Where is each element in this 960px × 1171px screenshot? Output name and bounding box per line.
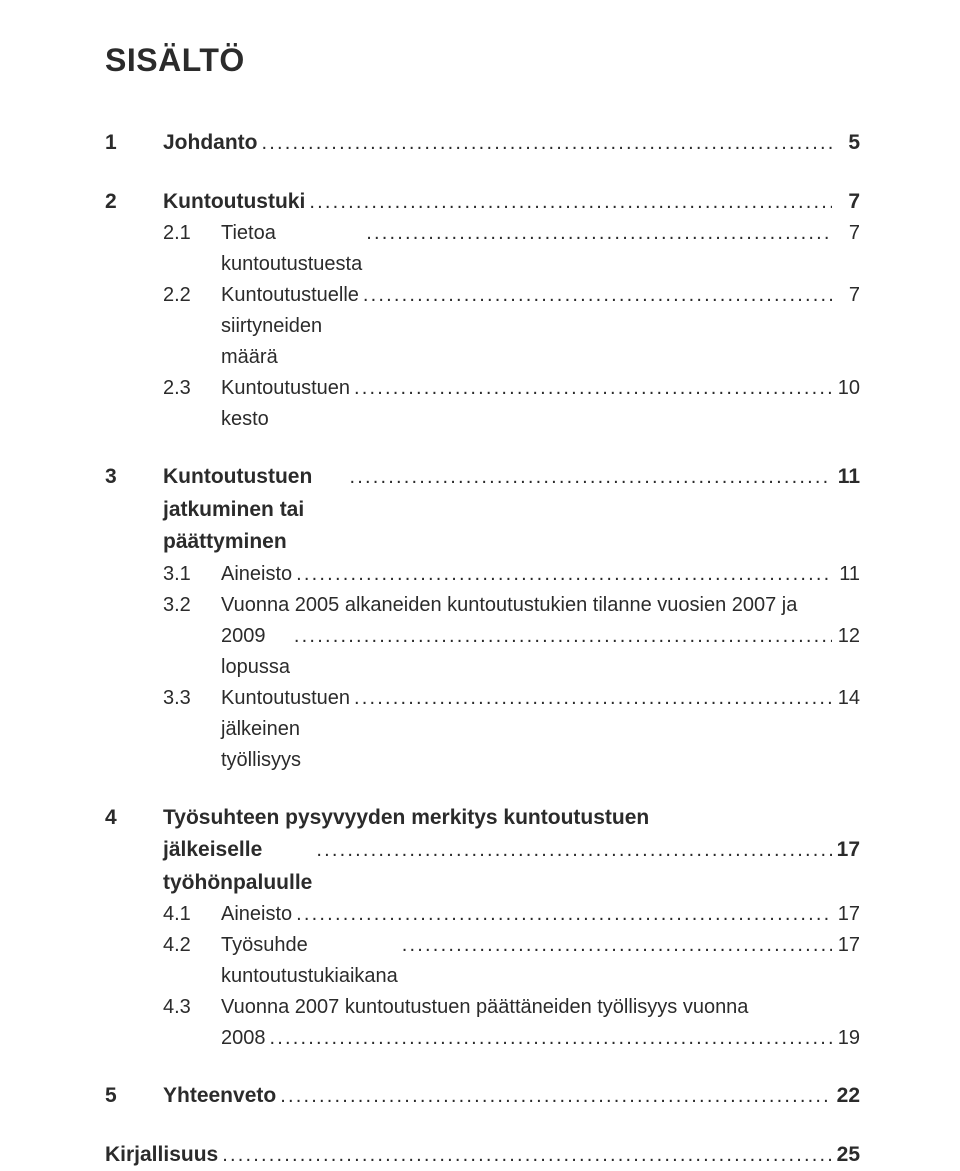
toc-subentry: 2.2 Kuntoutustuelle siirtyneiden määrä .… bbox=[105, 280, 860, 373]
toc-entry: 1 Johdanto .............................… bbox=[105, 127, 860, 160]
toc-label: 2008 bbox=[221, 1023, 266, 1054]
toc-section: Kirjallisuus ...........................… bbox=[105, 1139, 860, 1171]
toc-leader: ........................................… bbox=[266, 1023, 833, 1054]
toc-subentry: 3.2 Vuonna 2005 alkaneiden kuntoutustuki… bbox=[105, 590, 860, 683]
toc-number: 5 bbox=[105, 1080, 163, 1113]
toc-leader: ........................................… bbox=[218, 1140, 832, 1171]
toc-label: jälkeiselle työhönpaluulle bbox=[163, 834, 312, 899]
toc-section: 1 Johdanto .............................… bbox=[105, 127, 860, 160]
toc-label: Kuntoutustuelle siirtyneiden määrä bbox=[221, 280, 359, 373]
toc-label: Aineisto bbox=[221, 559, 292, 590]
toc-entry: 3 Kuntoutustuen jatkuminen tai päättymin… bbox=[105, 461, 860, 559]
toc-subentry: 4.2 Työsuhde kuntoutustukiaikana .......… bbox=[105, 930, 860, 992]
toc-subentry: 4.3 Vuonna 2007 kuntoutustuen päättäneid… bbox=[105, 992, 860, 1054]
toc-subentry: 3.1 Aineisto ...........................… bbox=[105, 559, 860, 590]
toc-subnumber: 4.2 bbox=[163, 930, 221, 961]
toc-number: 1 bbox=[105, 127, 163, 160]
toc-label: Kuntoutustuki bbox=[163, 186, 305, 219]
toc-leader: ........................................… bbox=[362, 218, 832, 249]
toc-page: 7 bbox=[832, 280, 860, 311]
toc-leader: ........................................… bbox=[350, 683, 832, 714]
toc-leader: ........................................… bbox=[276, 1081, 832, 1112]
toc-page: 11 bbox=[832, 461, 860, 494]
toc-subnumber: 3.2 bbox=[163, 590, 221, 621]
toc-page: 17 bbox=[832, 834, 860, 867]
toc-section: 5 Yhteenveto ...........................… bbox=[105, 1080, 860, 1113]
toc-leader: ........................................… bbox=[258, 128, 833, 159]
toc-label: Vuonna 2007 kuntoutustuen päättäneiden t… bbox=[221, 992, 860, 1023]
toc-leader: ........................................… bbox=[350, 373, 832, 404]
toc-number: 2 bbox=[105, 186, 163, 219]
toc-entry: 4 Työsuhteen pysyvyyden merkitys kuntout… bbox=[105, 802, 860, 900]
table-of-contents: 1 Johdanto .............................… bbox=[105, 127, 860, 1171]
toc-subnumber: 2.3 bbox=[163, 373, 221, 404]
toc-subentry: 3.3 Kuntoutustuen jälkeinen työllisyys .… bbox=[105, 683, 860, 776]
toc-label: Työsuhde kuntoutustukiaikana bbox=[221, 930, 398, 992]
toc-leader: ........................................… bbox=[292, 899, 832, 930]
toc-label: Kirjallisuus bbox=[105, 1139, 218, 1171]
toc-page: 25 bbox=[832, 1139, 860, 1171]
toc-section: 2 Kuntoutustuki ........................… bbox=[105, 186, 860, 436]
toc-leader: ........................................… bbox=[345, 462, 832, 493]
toc-page: 7 bbox=[832, 218, 860, 249]
toc-section: 4 Työsuhteen pysyvyyden merkitys kuntout… bbox=[105, 802, 860, 1055]
toc-label: 2009 lopussa bbox=[221, 621, 290, 683]
toc-number: 4 bbox=[105, 802, 163, 835]
toc-page: 17 bbox=[832, 930, 860, 961]
toc-subentry: 4.1 Aineisto ...........................… bbox=[105, 899, 860, 930]
toc-label: Työsuhteen pysyvyyden merkitys kuntoutus… bbox=[163, 802, 860, 835]
toc-number: 3 bbox=[105, 461, 163, 494]
toc-subentry: 2.1 Tietoa kuntoutustuesta .............… bbox=[105, 218, 860, 280]
toc-subnumber: 3.1 bbox=[163, 559, 221, 590]
toc-page: 22 bbox=[832, 1080, 860, 1113]
toc-entry: 5 Yhteenveto ...........................… bbox=[105, 1080, 860, 1113]
toc-page: 14 bbox=[832, 683, 860, 714]
toc-subnumber: 2.2 bbox=[163, 280, 221, 311]
toc-section: 3 Kuntoutustuen jatkuminen tai päättymin… bbox=[105, 461, 860, 776]
toc-subnumber: 4.1 bbox=[163, 899, 221, 930]
toc-label: Yhteenveto bbox=[163, 1080, 276, 1113]
toc-label: Aineisto bbox=[221, 899, 292, 930]
toc-label: Kuntoutustuen jälkeinen työllisyys bbox=[221, 683, 350, 776]
toc-page: 7 bbox=[832, 186, 860, 219]
toc-page: 19 bbox=[832, 1023, 860, 1054]
toc-subentry: 2.3 Kuntoutustuen kesto ................… bbox=[105, 373, 860, 435]
page: SISÄLTÖ 1 Johdanto .....................… bbox=[0, 0, 960, 893]
toc-page: 17 bbox=[832, 899, 860, 930]
toc-page: 12 bbox=[832, 621, 860, 652]
toc-label: Tietoa kuntoutustuesta bbox=[221, 218, 362, 280]
page-title: SISÄLTÖ bbox=[105, 42, 860, 79]
toc-label: Vuonna 2005 alkaneiden kuntoutustukien t… bbox=[221, 590, 860, 621]
toc-label: Kuntoutustuen jatkuminen tai päättyminen bbox=[163, 461, 345, 559]
toc-page: 5 bbox=[832, 127, 860, 160]
toc-subnumber: 3.3 bbox=[163, 683, 221, 714]
toc-subnumber: 4.3 bbox=[163, 992, 221, 1023]
toc-leader: ........................................… bbox=[312, 835, 832, 866]
toc-leader: ........................................… bbox=[305, 187, 832, 218]
toc-page: 10 bbox=[832, 373, 860, 404]
toc-leader: ........................................… bbox=[359, 280, 832, 311]
toc-entry: Kirjallisuus ...........................… bbox=[105, 1139, 860, 1171]
toc-leader: ........................................… bbox=[292, 559, 832, 590]
toc-label: Kuntoutustuen kesto bbox=[221, 373, 350, 435]
toc-leader: ........................................… bbox=[290, 621, 832, 652]
toc-leader: ........................................… bbox=[398, 930, 832, 961]
toc-label: Johdanto bbox=[163, 127, 258, 160]
toc-subnumber: 2.1 bbox=[163, 218, 221, 249]
toc-entry: 2 Kuntoutustuki ........................… bbox=[105, 186, 860, 219]
toc-page: 11 bbox=[832, 559, 860, 590]
